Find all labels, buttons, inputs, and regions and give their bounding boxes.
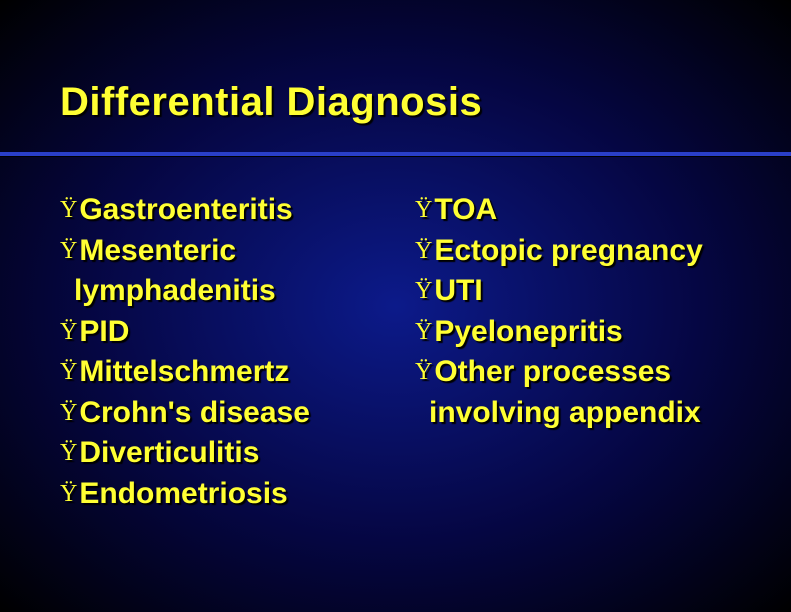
list-item: ŸMittelschmertz	[60, 352, 385, 393]
bullet-icon: Ÿ	[60, 397, 77, 429]
list-item: ŸPID	[60, 312, 385, 353]
list-item: ŸUTI	[415, 271, 740, 312]
item-text: Crohn's disease	[79, 393, 310, 434]
item-text: UTI	[434, 271, 482, 312]
bullet-icon: Ÿ	[60, 356, 77, 388]
item-text: PID	[79, 312, 129, 353]
item-text: Mittelschmertz	[79, 352, 289, 393]
item-text: Pyelonepritis	[434, 312, 622, 353]
left-column: ŸGastroenteritisŸMesentericlymphadenitis…	[60, 190, 385, 514]
slide-title: Differential Diagnosis	[60, 80, 482, 125]
right-column: ŸTOAŸEctopic pregnancyŸUTIŸPyelonepritis…	[415, 190, 740, 514]
list-item: ŸMesenteric	[60, 231, 385, 272]
item-text: Diverticulitis	[79, 433, 259, 474]
bullet-icon: Ÿ	[415, 235, 432, 267]
item-continuation: lymphadenitis	[60, 271, 385, 312]
list-item: ŸEndometriosis	[60, 474, 385, 515]
bullet-icon: Ÿ	[60, 437, 77, 469]
item-text: Gastroenteritis	[79, 190, 292, 231]
bullet-icon: Ÿ	[415, 275, 432, 307]
item-continuation: involving appendix	[415, 393, 740, 434]
bullet-icon: Ÿ	[60, 478, 77, 510]
list-item: ŸEctopic pregnancy	[415, 231, 740, 272]
bullet-icon: Ÿ	[60, 316, 77, 348]
list-item: ŸGastroenteritis	[60, 190, 385, 231]
bullet-icon: Ÿ	[60, 235, 77, 267]
list-item: ŸOther processes	[415, 352, 740, 393]
list-item: ŸDiverticulitis	[60, 433, 385, 474]
item-text: Mesenteric	[79, 231, 236, 272]
bullet-icon: Ÿ	[415, 316, 432, 348]
title-divider	[0, 152, 791, 156]
list-item: ŸTOA	[415, 190, 740, 231]
item-text: TOA	[434, 190, 497, 231]
item-text: Other processes	[434, 352, 671, 393]
list-item: ŸCrohn's disease	[60, 393, 385, 434]
content-area: ŸGastroenteritisŸMesentericlymphadenitis…	[60, 190, 740, 514]
bullet-icon: Ÿ	[60, 194, 77, 226]
bullet-icon: Ÿ	[415, 356, 432, 388]
item-text: Ectopic pregnancy	[434, 231, 702, 272]
bullet-icon: Ÿ	[415, 194, 432, 226]
list-item: ŸPyelonepritis	[415, 312, 740, 353]
item-text: Endometriosis	[79, 474, 287, 515]
